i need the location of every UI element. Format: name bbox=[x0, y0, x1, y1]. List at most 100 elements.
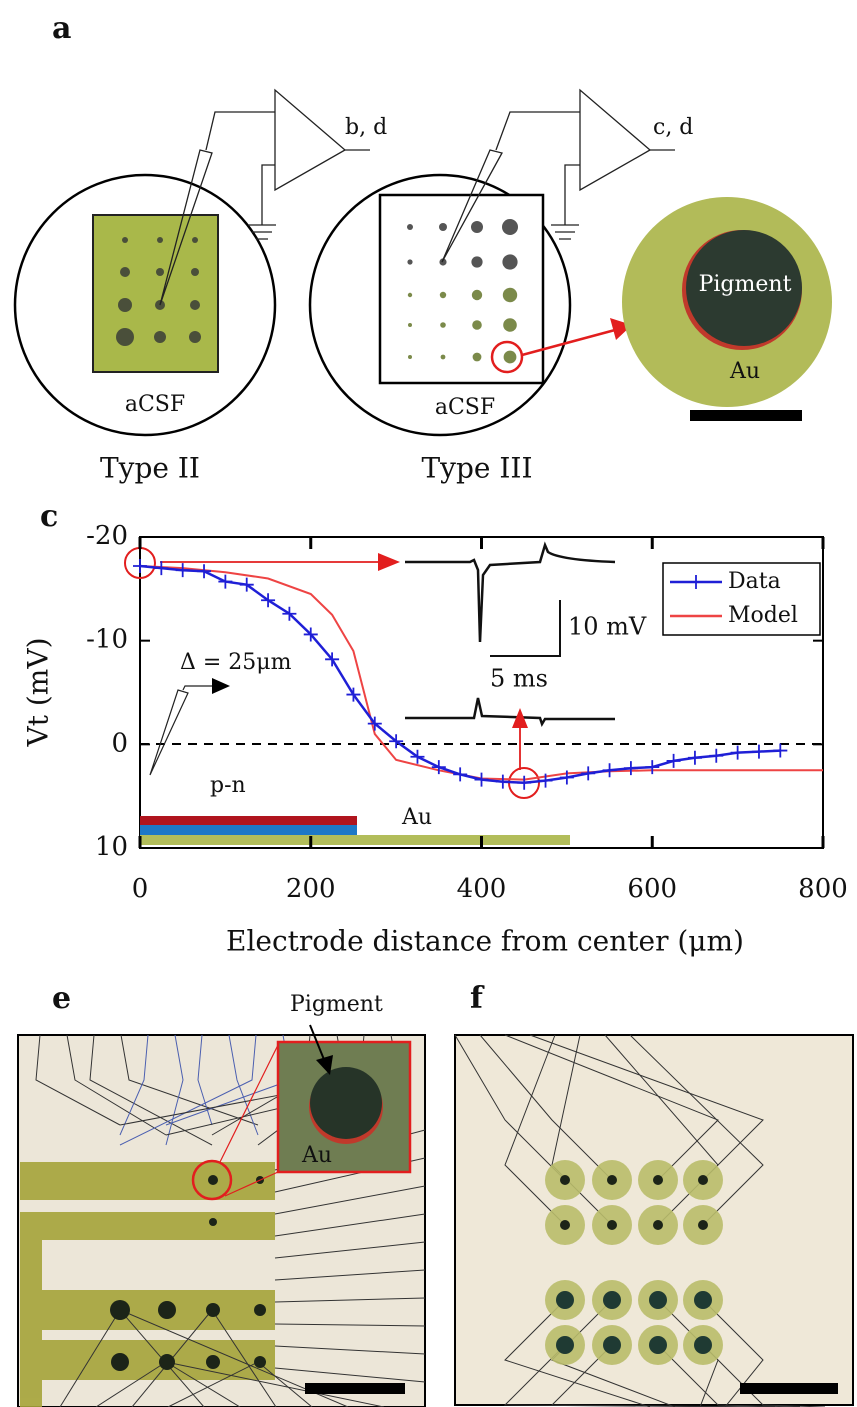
data-point bbox=[603, 763, 617, 777]
scale-bar bbox=[690, 410, 802, 421]
data-point bbox=[624, 761, 638, 775]
electrode bbox=[407, 224, 413, 230]
figure: a b, d aCSF Type II c, d aCSF Type III P… bbox=[0, 0, 857, 1407]
pigment-label: Pigment bbox=[699, 272, 792, 297]
panel-label: c bbox=[40, 499, 58, 534]
data-point bbox=[218, 575, 232, 589]
electrode bbox=[408, 323, 412, 327]
y-tick-label: -20 bbox=[86, 521, 128, 551]
data-point bbox=[752, 745, 766, 759]
scale-bar bbox=[740, 1383, 838, 1394]
x-tick-label: 600 bbox=[627, 874, 677, 904]
electrode bbox=[653, 1220, 663, 1230]
amp-label: b, d bbox=[345, 115, 387, 140]
y-tick-label: 10 bbox=[95, 832, 128, 862]
electrode bbox=[607, 1175, 617, 1185]
electrode bbox=[473, 353, 482, 362]
data-point bbox=[688, 751, 702, 765]
inset-trace bbox=[405, 698, 615, 724]
electrode bbox=[407, 259, 412, 264]
data-point bbox=[176, 563, 190, 577]
scale-bar bbox=[305, 1383, 405, 1394]
electrode bbox=[440, 292, 446, 298]
medium-label: aCSF bbox=[435, 395, 495, 420]
x-tick-label: 800 bbox=[798, 874, 848, 904]
x-tick-label: 200 bbox=[286, 874, 336, 904]
amp-label: c, d bbox=[653, 115, 693, 140]
arrow-head bbox=[212, 678, 230, 694]
electrode bbox=[560, 1175, 570, 1185]
electrode bbox=[607, 1220, 617, 1230]
data-point bbox=[667, 754, 681, 768]
pigment bbox=[310, 1067, 382, 1139]
panel-label: a bbox=[52, 11, 71, 46]
electrode bbox=[649, 1336, 667, 1354]
electrode bbox=[560, 1220, 570, 1230]
electrode bbox=[502, 254, 517, 269]
electrode bbox=[440, 322, 446, 328]
data-point bbox=[773, 744, 787, 758]
electrode bbox=[649, 1291, 667, 1309]
annotation: Δ = 25μm bbox=[180, 650, 292, 675]
electrode bbox=[503, 318, 517, 332]
array-type2 bbox=[93, 215, 218, 372]
electrode bbox=[502, 219, 518, 235]
legend-label: Data bbox=[728, 569, 781, 594]
data-point bbox=[731, 746, 745, 760]
pn-bar bbox=[140, 816, 357, 825]
electrode bbox=[556, 1336, 574, 1354]
electrode bbox=[408, 355, 412, 359]
electrode bbox=[503, 288, 517, 302]
pipette bbox=[150, 686, 215, 775]
electrode bbox=[694, 1336, 712, 1354]
type-label: Type III bbox=[421, 452, 532, 485]
y-axis-label: Vt (mV) bbox=[22, 638, 55, 748]
electrode bbox=[698, 1175, 708, 1185]
annotation: 10 mV bbox=[568, 613, 647, 641]
electrode bbox=[698, 1220, 708, 1230]
legend-label: Model bbox=[728, 603, 798, 628]
pn-bar bbox=[140, 825, 357, 835]
electrode bbox=[472, 290, 482, 300]
data-point bbox=[517, 776, 531, 790]
chart: Δ = 25μm p-n Au 10 mV 5 ms Vt (mV) Elect… bbox=[22, 521, 848, 958]
electrode bbox=[504, 351, 517, 364]
panel-label: e bbox=[52, 981, 71, 1016]
electrode bbox=[556, 1291, 574, 1309]
electrode bbox=[408, 293, 412, 297]
data-point bbox=[496, 775, 510, 789]
data-point bbox=[133, 559, 147, 573]
data-point bbox=[197, 564, 211, 578]
electrode bbox=[653, 1175, 663, 1185]
au-bar bbox=[140, 835, 570, 845]
pigment-label: Pigment bbox=[290, 992, 383, 1017]
electrode bbox=[471, 256, 482, 267]
electrode bbox=[471, 221, 483, 233]
data-point bbox=[453, 767, 467, 781]
data-point bbox=[154, 561, 168, 575]
electrode bbox=[694, 1291, 712, 1309]
electrode bbox=[441, 355, 446, 360]
array-type3 bbox=[380, 195, 543, 383]
panel-label: f bbox=[470, 981, 485, 1016]
au-label: Au bbox=[729, 359, 760, 384]
scale-bar bbox=[490, 600, 560, 656]
data-point bbox=[581, 766, 595, 780]
electrode bbox=[603, 1291, 621, 1309]
au-label: Au bbox=[301, 1143, 332, 1168]
x-axis-label: Electrode distance from center (μm) bbox=[226, 925, 744, 958]
y-tick-label: 0 bbox=[111, 728, 128, 758]
arrow-head bbox=[378, 553, 400, 571]
type-label: Type II bbox=[100, 452, 200, 485]
medium-label: aCSF bbox=[125, 392, 185, 417]
electrode bbox=[603, 1336, 621, 1354]
x-tick-label: 400 bbox=[457, 874, 507, 904]
electrode bbox=[472, 320, 482, 330]
annotation: p-n bbox=[210, 773, 246, 798]
data-point bbox=[645, 760, 659, 774]
data-point bbox=[709, 749, 723, 763]
annotation: Au bbox=[401, 805, 432, 830]
x-tick-label: 0 bbox=[132, 874, 149, 904]
y-tick-label: -10 bbox=[86, 625, 128, 655]
data-point bbox=[475, 773, 489, 787]
